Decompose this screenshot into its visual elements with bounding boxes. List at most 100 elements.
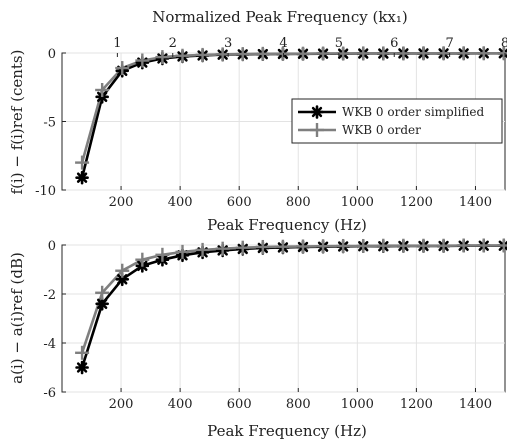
top-axis-label: Normalized Peak Frequency (kx₁) [152, 8, 408, 26]
top-tick-label: 1 [113, 36, 121, 51]
bottom-grid [62, 244, 505, 393]
data-point-wkb [336, 238, 351, 253]
legend-box [291, 98, 503, 144]
data-point-wkb [316, 46, 331, 61]
data-point-wkb [275, 239, 290, 254]
data-point-wkb [476, 46, 491, 61]
data-point-wkb [316, 239, 331, 254]
data-point-wkb [95, 82, 110, 97]
data-point-wkb [215, 47, 230, 62]
y-tick-label: -5 [43, 116, 56, 131]
top-x-ticks: 200 400 600 800 1000 1200 1400 [109, 186, 492, 210]
data-point-wkb [295, 239, 310, 254]
y-tick-label: 0 [48, 47, 56, 62]
y-tick-label: -4 [43, 337, 56, 352]
data-point-wkb [396, 238, 411, 253]
y-tick-label: -6 [43, 386, 56, 401]
data-point-wkb [456, 238, 471, 253]
top-panel: 200 400 600 800 1000 1200 1400 -10 -5 0 1 2 3 4 5 6 7 8… [8, 8, 507, 234]
bottom-y-axis-label: a(i) − a(i)ref (dB) [8, 252, 26, 384]
top-tick-label: 8 [501, 36, 507, 51]
data-point-wkb [195, 242, 210, 257]
data-point-wkb [496, 46, 507, 61]
x-tick-label: 200 [109, 195, 134, 210]
series-line-wkb [80, 244, 504, 354]
x-tick-label: 800 [286, 397, 311, 412]
legend: WKB 0 order simplified WKB 0 order [291, 98, 503, 144]
data-point-wkb [135, 252, 150, 267]
x-tick-label: 400 [168, 397, 193, 412]
legend-items: WKB 0 order simplified WKB 0 order [298, 105, 485, 137]
data-point-wkb-simplified [95, 296, 109, 311]
data-point-wkb [115, 61, 130, 76]
data-point-wkb [376, 46, 391, 61]
top-tick-label: 4 [279, 36, 287, 51]
data-point-wkb [476, 238, 491, 253]
data-point-wkb [436, 238, 451, 253]
series-line-wkb [80, 51, 504, 163]
top-tick-label: 2 [169, 36, 177, 51]
data-point-wkb [376, 238, 391, 253]
top-tick-label: 3 [224, 36, 232, 51]
data-point-wkb [456, 46, 471, 61]
x-tick-label: 1400 [459, 397, 492, 412]
data-point-wkb [356, 238, 371, 253]
data-point-wkb [155, 50, 170, 65]
y-tick-label: -10 [35, 184, 56, 199]
top-axis-label-text: Normalized Peak Frequency (kx₁) [152, 8, 408, 26]
data-point-wkb [275, 46, 290, 61]
bottom-y-ticks: -6 -4 -2 0 [43, 239, 66, 401]
data-point-wkb [295, 46, 310, 61]
top-y-axis-label: f(i) − f(i)ref (cents) [8, 50, 26, 195]
y-tick-label: 0 [48, 239, 56, 254]
x-tick-label: 1000 [341, 195, 374, 210]
data-point-wkb [416, 238, 431, 253]
x-tick-label: 800 [286, 195, 311, 210]
bottom-x-axis-label: Peak Frequency (Hz) [207, 422, 367, 440]
data-point-wkb [416, 46, 431, 61]
data-point-wkb [235, 47, 250, 62]
data-point-wkb [195, 47, 210, 62]
bottom-series [75, 238, 507, 375]
top-x-axis-label: Peak Frequency (Hz) [207, 216, 367, 234]
data-point-wkb-simplified [75, 170, 89, 185]
data-point-wkb [235, 240, 250, 255]
x-tick-label: 1200 [400, 397, 433, 412]
data-point-wkb [75, 155, 90, 170]
top-tick-label: 7 [445, 36, 453, 51]
data-point-wkb [75, 345, 90, 360]
x-tick-label: 400 [168, 195, 193, 210]
data-point-wkb [436, 46, 451, 61]
data-point-wkb [396, 46, 411, 61]
data-point-wkb [496, 238, 507, 253]
x-tick-label: 1000 [341, 397, 374, 412]
top-tick-label: 6 [390, 36, 398, 51]
data-point-wkb [356, 46, 371, 61]
x-tick-label: 200 [109, 397, 134, 412]
bottom-panel: 200 400 600 800 1000 1200 1400 -6 -4 -2 0 Peak Fr… [8, 238, 507, 440]
data-point-wkb [95, 285, 110, 300]
x-tick-label: 1200 [400, 195, 433, 210]
legend-marker-plus [310, 123, 324, 137]
data-point-wkb [135, 53, 150, 68]
data-point-wkb [155, 247, 170, 262]
top-y-ticks: -10 -5 0 [35, 47, 66, 199]
legend-label: WKB 0 order simplified [342, 105, 485, 119]
legend-label: WKB 0 order [342, 123, 421, 137]
data-point-wkb [175, 244, 190, 259]
y-tick-label: -2 [43, 288, 56, 303]
data-point-wkb [255, 239, 270, 254]
data-point-wkb [255, 46, 270, 61]
data-point-wkb [115, 263, 130, 278]
bottom-x-ticks: 200 400 600 800 1000 1200 1400 [109, 388, 492, 412]
top-tick-label: 5 [335, 36, 343, 51]
x-tick-label: 600 [227, 397, 252, 412]
legend-marker-asterisk [310, 105, 324, 119]
x-tick-label: 1400 [459, 195, 492, 210]
top-series [75, 46, 507, 185]
x-tick-label: 600 [227, 195, 252, 210]
data-point-wkb-simplified [75, 360, 89, 375]
data-point-wkb [215, 241, 230, 256]
top-secondary-x-ticks: 1 2 3 4 5 6 7 8 [113, 36, 507, 57]
